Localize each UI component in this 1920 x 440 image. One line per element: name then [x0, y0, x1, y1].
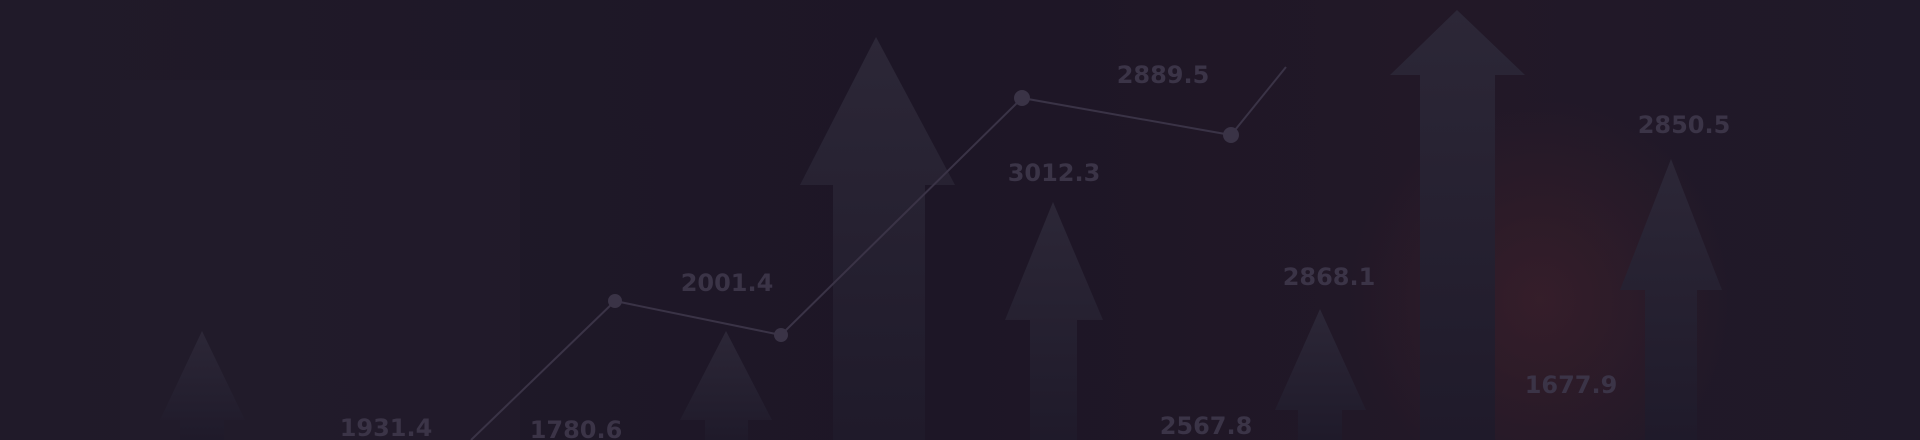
value-label: 1677.9	[1525, 371, 1618, 399]
value-label: 3012.3	[1008, 159, 1101, 187]
value-label: 2889.5	[1117, 61, 1210, 89]
arrows	[160, 10, 1722, 440]
value-label: 2001.4	[681, 269, 774, 297]
value-label: 2850.5	[1638, 111, 1731, 139]
value-label: 1931.4	[340, 414, 433, 440]
trend-points	[608, 90, 1239, 342]
value-label: 2567.8	[1160, 412, 1253, 440]
value-label: 1780.6	[530, 416, 623, 440]
value-label: 2868.1	[1283, 263, 1376, 291]
trend-line	[470, 66, 1287, 440]
